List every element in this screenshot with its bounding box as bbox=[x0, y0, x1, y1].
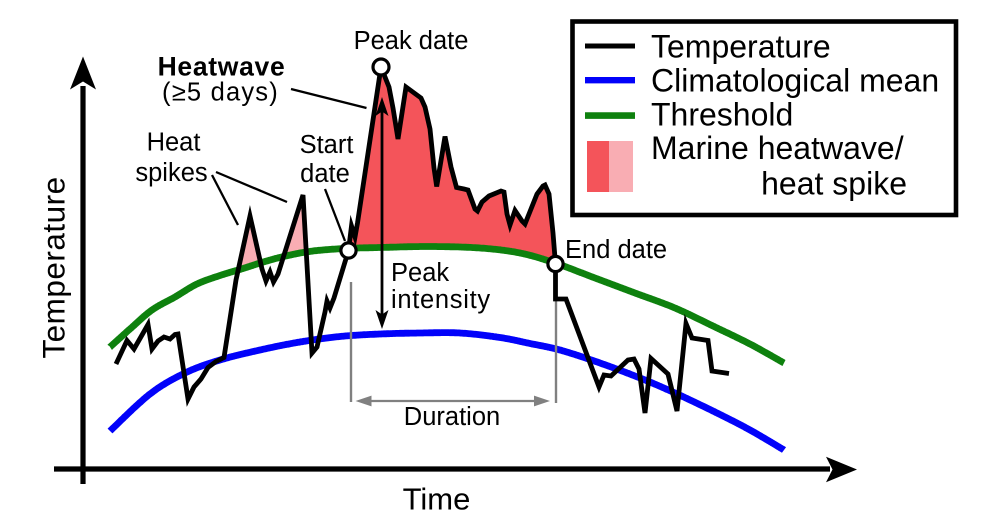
svg-text:Heatwave: Heatwave bbox=[158, 52, 286, 82]
svg-text:(≥5 days): (≥5 days) bbox=[162, 79, 279, 107]
svg-text:spikes: spikes bbox=[135, 159, 207, 187]
svg-text:date: date bbox=[300, 160, 350, 188]
svg-text:heat spike: heat spike bbox=[761, 166, 907, 202]
svg-text:Temperature: Temperature bbox=[36, 176, 72, 358]
svg-text:intensity: intensity bbox=[391, 286, 491, 314]
svg-text:Duration: Duration bbox=[404, 403, 500, 431]
svg-text:Start: Start bbox=[300, 131, 354, 159]
svg-text:Marine heatwave/: Marine heatwave/ bbox=[651, 130, 904, 166]
svg-text:Peak: Peak bbox=[391, 259, 449, 287]
svg-text:End date: End date bbox=[565, 236, 667, 264]
svg-text:Climatological mean: Climatological mean bbox=[651, 63, 939, 99]
svg-text:Temperature: Temperature bbox=[651, 29, 831, 65]
svg-text:Peak date: Peak date bbox=[354, 27, 469, 55]
svg-text:Time: Time bbox=[403, 482, 471, 517]
svg-text:Threshold: Threshold bbox=[651, 96, 793, 132]
svg-text:Heat: Heat bbox=[147, 129, 201, 157]
